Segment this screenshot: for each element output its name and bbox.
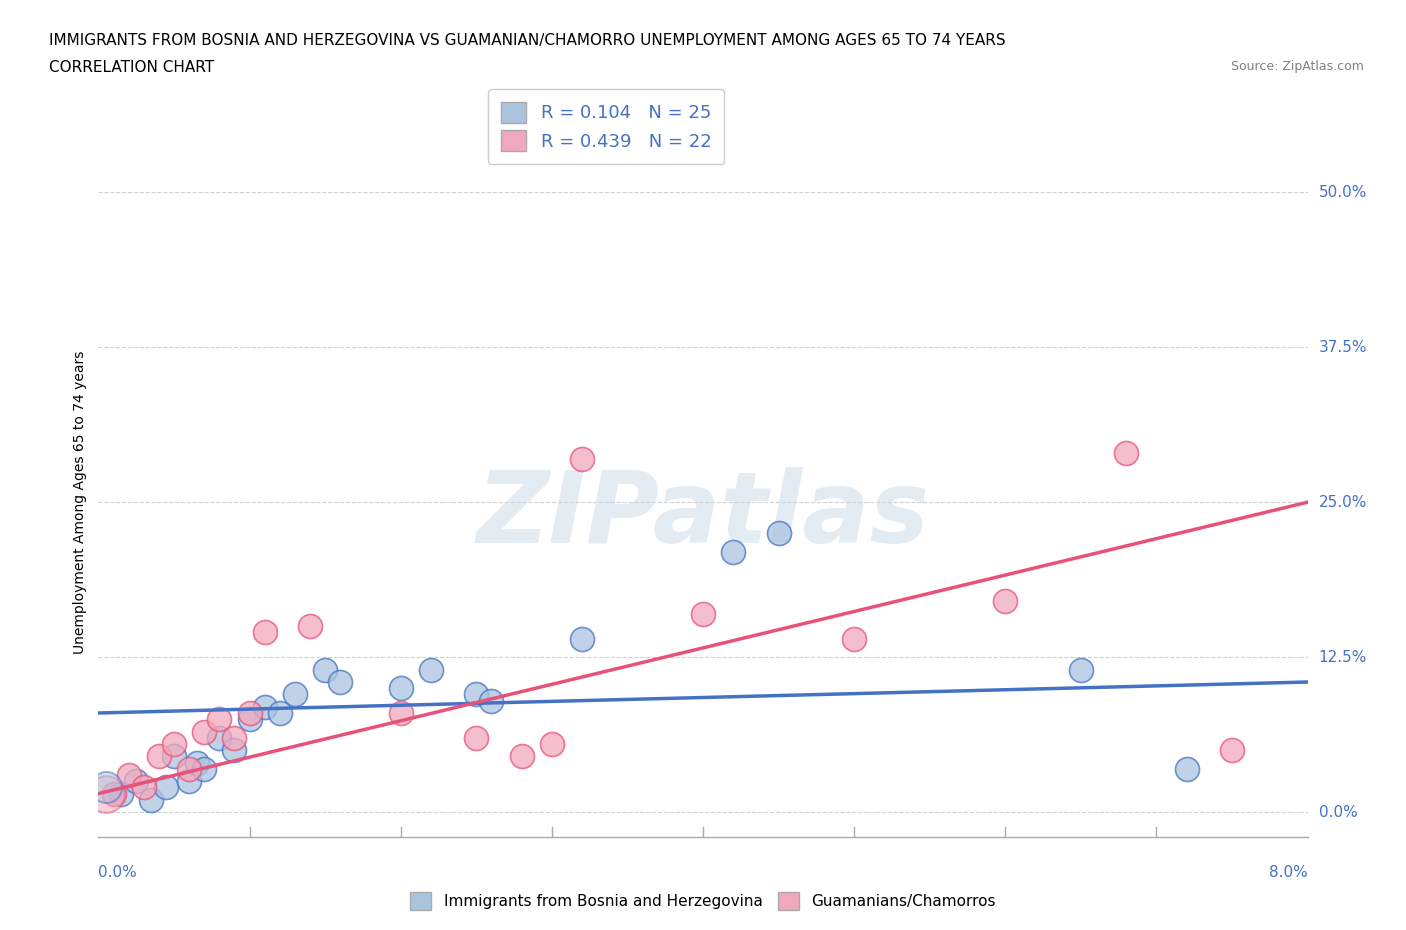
Point [148, 749, 170, 764]
Text: ZIPatlas: ZIPatlas [477, 467, 929, 565]
Point [768, 525, 790, 540]
Point [110, 786, 132, 801]
Point [208, 711, 231, 726]
Text: 25.0%: 25.0% [1319, 495, 1367, 510]
Point [163, 749, 186, 764]
Point [389, 681, 412, 696]
Text: 37.5%: 37.5% [1319, 339, 1367, 354]
Legend: R = 0.104   N = 25, R = 0.439   N = 22: R = 0.104 N = 25, R = 0.439 N = 22 [488, 89, 724, 164]
Text: 8.0%: 8.0% [1268, 865, 1308, 880]
Text: 0.0%: 0.0% [1319, 804, 1357, 819]
Point [481, 693, 503, 708]
Point [224, 743, 246, 758]
Point [844, 631, 866, 646]
Point [723, 544, 745, 559]
Point [132, 780, 155, 795]
Point [298, 618, 321, 633]
Point [94, 780, 117, 795]
Point [208, 730, 231, 745]
Point [177, 774, 201, 789]
Point [125, 774, 148, 789]
Point [510, 749, 533, 764]
Point [284, 687, 307, 702]
Point [540, 737, 562, 751]
Point [177, 762, 201, 777]
Point [253, 699, 276, 714]
Point [994, 594, 1017, 609]
Point [571, 631, 593, 646]
Point [1175, 762, 1198, 777]
Point [103, 786, 125, 801]
Text: 50.0%: 50.0% [1319, 185, 1367, 200]
Point [314, 662, 336, 677]
Point [692, 606, 714, 621]
Point [193, 724, 215, 739]
Point [253, 625, 276, 640]
Point [389, 706, 412, 721]
Point [1220, 743, 1243, 758]
Point [1070, 662, 1092, 677]
Text: CORRELATION CHART: CORRELATION CHART [49, 60, 214, 75]
Text: 12.5%: 12.5% [1319, 650, 1367, 665]
Point [193, 762, 215, 777]
Legend: Immigrants from Bosnia and Herzegovina, Guamanians/Chamorros: Immigrants from Bosnia and Herzegovina, … [402, 884, 1004, 918]
Point [224, 730, 246, 745]
Point [239, 711, 262, 726]
Point [239, 706, 262, 721]
Text: IMMIGRANTS FROM BOSNIA AND HERZEGOVINA VS GUAMANIAN/CHAMORRO UNEMPLOYMENT AMONG : IMMIGRANTS FROM BOSNIA AND HERZEGOVINA V… [49, 33, 1005, 47]
Point [118, 767, 141, 782]
Point [571, 451, 593, 466]
Point [94, 786, 117, 801]
Point [186, 755, 208, 770]
Point [269, 706, 291, 721]
Y-axis label: Unemployment Among Ages 65 to 74 years: Unemployment Among Ages 65 to 74 years [73, 351, 87, 654]
Text: 0.0%: 0.0% [98, 865, 138, 880]
Point [420, 662, 443, 677]
Point [329, 674, 352, 689]
Point [465, 730, 488, 745]
Point [155, 780, 177, 795]
Point [465, 687, 488, 702]
Point [1115, 445, 1137, 460]
Point [163, 737, 186, 751]
Point [141, 792, 163, 807]
Text: Source: ZipAtlas.com: Source: ZipAtlas.com [1230, 60, 1364, 73]
